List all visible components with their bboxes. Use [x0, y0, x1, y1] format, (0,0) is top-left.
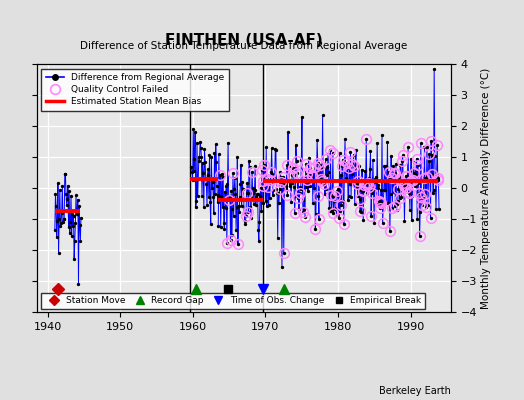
Text: Difference of Station Temperature Data from Regional Average: Difference of Station Temperature Data f…	[80, 41, 407, 51]
Text: Berkeley Earth: Berkeley Earth	[379, 386, 451, 396]
Title: FINTHEN (USA-AF): FINTHEN (USA-AF)	[165, 32, 323, 48]
Legend: Station Move, Record Gap, Time of Obs. Change, Empirical Break: Station Move, Record Gap, Time of Obs. C…	[41, 292, 425, 309]
Y-axis label: Monthly Temperature Anomaly Difference (°C): Monthly Temperature Anomaly Difference (…	[481, 67, 491, 309]
